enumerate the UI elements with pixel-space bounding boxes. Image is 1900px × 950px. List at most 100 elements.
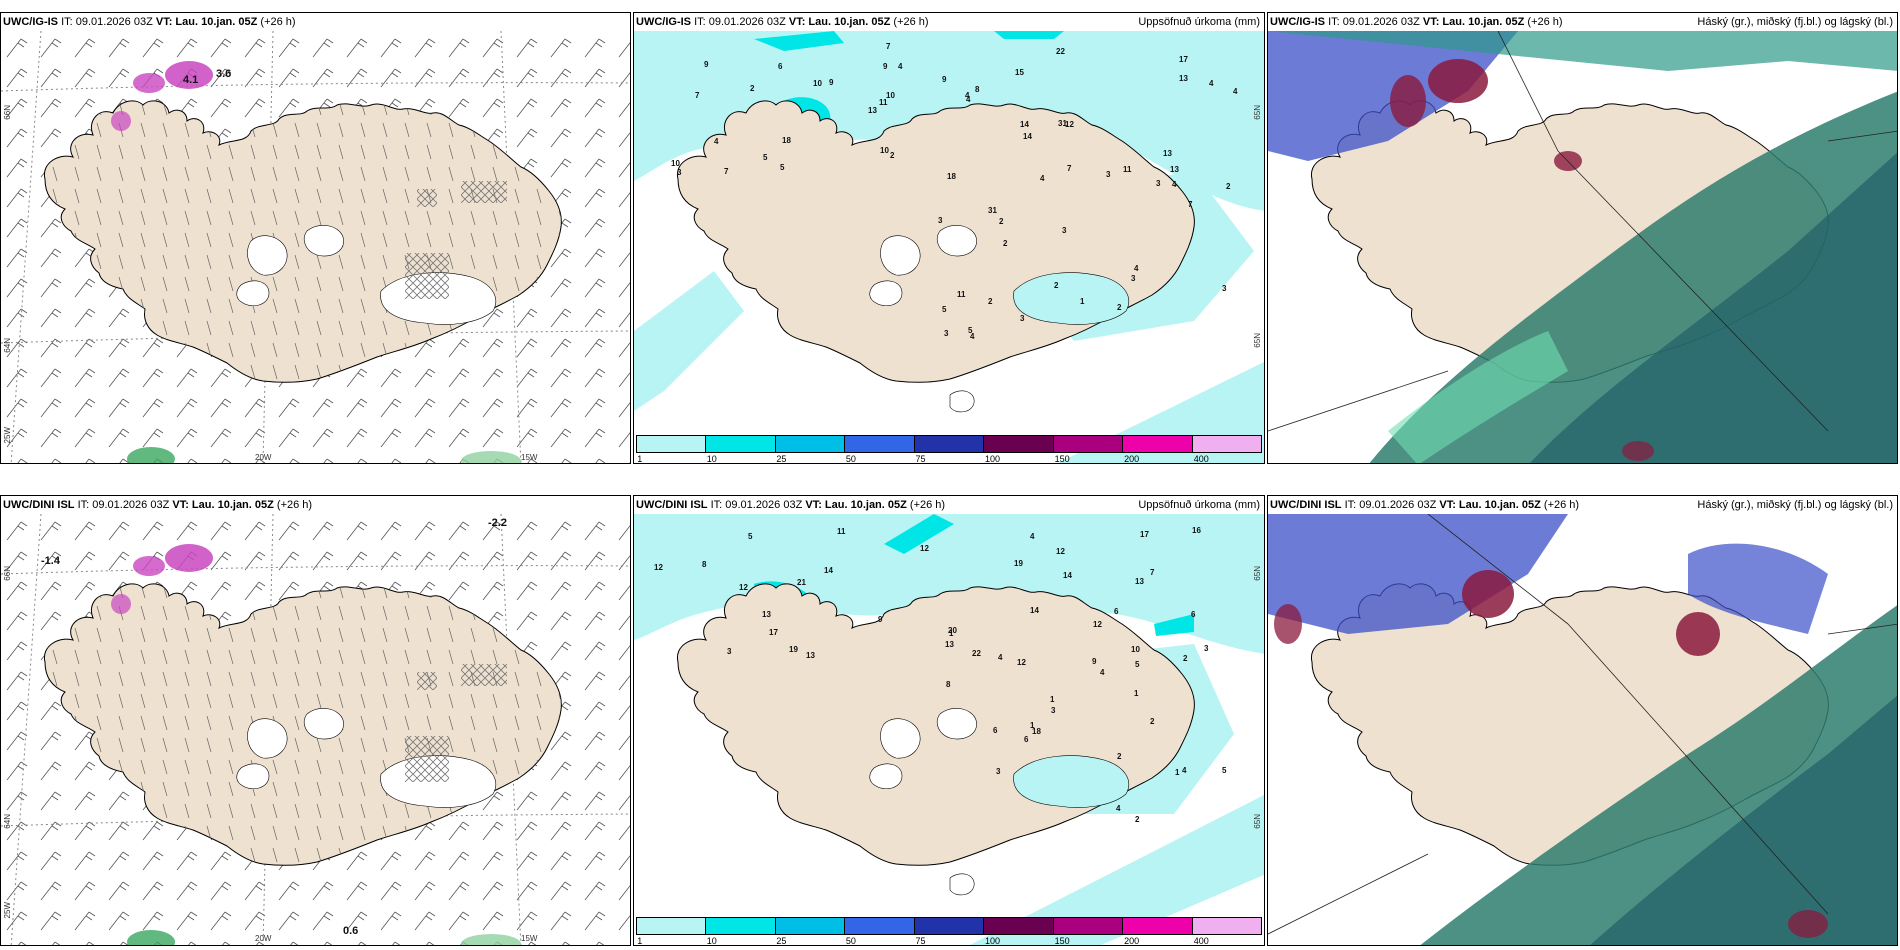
field-title: Uppsöfnuð úrkoma (mm) [1138,16,1260,28]
scale-swatch [1192,436,1261,452]
precip-value: 11 [837,527,846,536]
precip-value: 6 [1191,610,1196,619]
scale-label: 400 [1193,936,1209,946]
precip-value: 15 [1015,68,1024,77]
precip-value: 18 [782,136,791,145]
precip-value: 22 [972,649,981,658]
init-time: IT: 09.01.2026 03Z [694,16,786,28]
model-name: UWC/DINI ISL [1270,499,1342,511]
precip-value: 12 [1017,658,1026,667]
precip-color-scale: 1 10 25 50 75 100 150 200 400 [636,435,1262,464]
precip-value: 4 [1134,264,1139,273]
precip-value: 2 [1183,654,1188,663]
precip-value: 3 [727,647,732,656]
precip-value: 4 [1233,87,1238,96]
precip-value: 4 [1116,804,1121,813]
lead-time: (+26 h) [893,16,929,28]
cloud-map [1268,514,1898,946]
precip-value: 9 [704,60,709,69]
precip-value: 4 [998,653,1003,662]
scale-label: 10 [706,936,717,946]
precip-value: 2 [1054,281,1059,290]
precip-value: 19 [789,645,798,654]
precip-value: 2 [988,297,993,306]
precip-value: 3 [944,329,949,338]
scale-swatch [1053,918,1124,934]
wind-map-panel-bottom: UWC/DINI ISL IT: 09.01.2026 03Z VT: Lau.… [0,495,631,946]
precip-value: 5 [780,163,785,172]
lead-time: (+26 h) [1543,499,1580,511]
precip-value: 9 [878,615,883,624]
scale-label: 75 [915,936,926,946]
precip-value: 14 [824,566,833,575]
field-title: Háský (gr.), miðský (fj.bl.) og lágský (… [1697,16,1893,28]
precip-value: 4 [1030,532,1035,541]
init-time: IT: 09.01.2026 03Z [1344,499,1437,511]
scale-swatch [637,436,707,452]
scale-label: 1 [637,936,643,946]
precip-value: 3 [1131,274,1136,283]
precip-value: 3 [1222,284,1227,293]
panel-header: UWC/DINI ISL IT: 09.01.2026 03Z VT: Lau.… [634,496,1264,514]
value-label: -1.4 [41,555,61,567]
precip-value: 10 [886,91,895,100]
precip-value: 12 [654,563,663,572]
precip-value: 9 [1092,657,1097,666]
valid-time: Lau. 10.jan. 05Z [191,499,274,511]
precip-value: 7 [695,91,700,100]
precip-value: 11 [957,290,966,299]
scale-swatch [1192,918,1261,934]
value-label: 4.1 [183,74,198,86]
precip-value: 3 [1106,170,1111,179]
precip-value: 13 [762,610,771,619]
precip-value: 2 [1003,239,1008,248]
scale-label: 75 [915,454,926,464]
precip-color-scale: 1 10 25 50 75 100 150 200 400 [636,917,1262,946]
scale-label: 400 [1193,454,1209,464]
scale-swatch [1123,436,1193,452]
precip-value: 17 [1140,530,1149,539]
precip-value: 9 [883,62,888,71]
precip-value: 2 [1150,717,1155,726]
precip-value: 9 [942,75,947,84]
valid-time: Lau. 10.jan. 05Z [1442,16,1525,28]
scale-label: 50 [845,454,856,464]
scale-swatch [914,918,985,934]
precip-value: 14 [1020,120,1029,129]
precip-value: 6 [993,726,998,735]
lon-label: 25W [3,427,12,444]
precip-value: 19 [1014,559,1023,568]
scale-label: 150 [1054,454,1070,464]
precip-value: 5 [748,532,753,541]
precip-value: 7 [1188,200,1193,209]
precip-value: 4 [970,332,975,341]
init-time: IT: 09.01.2026 03Z [61,16,153,28]
panel-header: UWC/DINI ISL IT: 09.01.2026 03Z VT: Lau.… [1268,496,1897,514]
precip-value: 7 [724,167,729,176]
scale-label: 200 [1124,936,1140,946]
precip-value: 17 [1179,55,1188,64]
scale-label: 150 [1054,936,1070,946]
precip-value: 31 [988,206,997,215]
precip-map-panel-top: UWC/IG-IS IT: 09.01.2026 03Z VT: Lau. 10… [633,12,1265,464]
precip-value: 2 [999,217,1004,226]
precip-value: 3 [1062,226,1067,235]
precip-value: 13 [868,106,877,115]
precip-value: 4 [1172,180,1177,189]
precip-value: 20 [948,626,957,635]
scale-label: 50 [845,936,856,946]
precip-value: 4 [1182,766,1187,775]
precip-value: 3 [1051,706,1056,715]
scale-swatch [706,918,776,934]
model-name: UWC/IG-IS [3,16,58,28]
precip-value: 4 [966,95,971,104]
scale-label: 10 [706,454,717,464]
scale-swatch [984,436,1054,452]
precip-value: 18 [947,172,956,181]
panel-header: UWC/DINI ISL IT: 09.01.2026 03Z VT: Lau.… [1,496,630,514]
precip-value: 9 [829,78,834,87]
precip-value: 11 [879,98,888,107]
precip-value: 14 [1023,132,1032,141]
precip-value: 13 [1179,74,1188,83]
precip-value: 4 [714,137,719,146]
